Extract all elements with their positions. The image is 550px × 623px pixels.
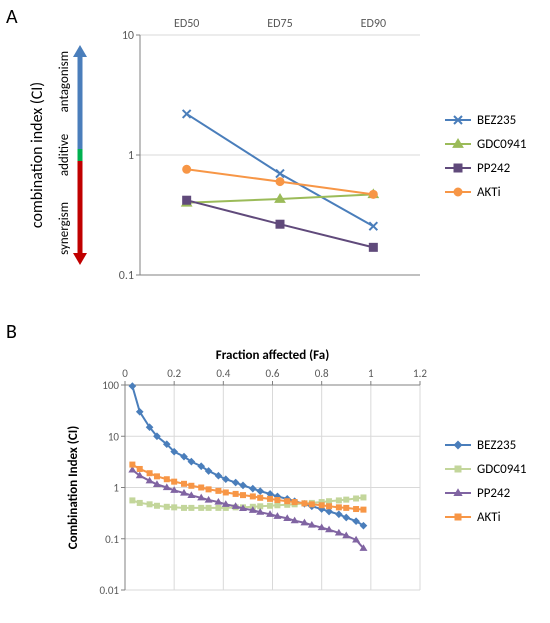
svg-text:0.01: 0.01 [99,584,119,597]
svg-text:100: 100 [102,379,119,392]
svg-text:GDC0941: GDC0941 [477,462,527,477]
svg-text:AKTi: AKTi [477,510,501,525]
svg-text:1: 1 [113,482,119,495]
chart-B: 0.01 0.1 1 10 1000 0.2 0.4 0.6 0.8 1 1.2 Fraction a… [25,335,545,615]
svg-text:combination index (CI): combination index (CI) [28,82,47,228]
svg-text:0.2: 0.2 [167,367,181,380]
panel-label-A: A [6,5,18,29]
svg-text:0.1: 0.1 [119,269,134,283]
svg-text:BEZ235: BEZ235 [477,438,516,453]
svg-text:ED75: ED75 [267,17,292,31]
svg-text:1: 1 [128,149,134,163]
svg-text:0.8: 0.8 [315,367,329,380]
panel-label-B: B [6,320,17,344]
svg-text:ED90: ED90 [361,17,386,31]
svg-text:PP242: PP242 [477,161,511,176]
svg-text:0: 0 [122,367,128,380]
svg-text:AKTi: AKTi [477,185,501,200]
svg-text:0.1: 0.1 [105,533,119,546]
svg-text:1: 1 [368,367,374,380]
svg-text:Combination Index (CI): Combination Index (CI) [66,426,81,550]
svg-text:PP242: PP242 [477,486,511,501]
svg-text:additive: additive [57,134,72,176]
svg-text:10: 10 [108,430,120,443]
svg-text:Fraction affected (Fa): Fraction affected (Fa) [216,348,330,363]
svg-text:0.6: 0.6 [266,367,280,380]
svg-text:BEZ235: BEZ235 [477,113,516,128]
chart-A: 0.1 1 10 ED50 ED75 ED90 BEZ235 GDC0941 PP242 AKTi… [25,10,545,310]
svg-text:10: 10 [122,29,134,43]
series-BEZ235 [187,114,374,226]
svg-text:GDC0941: GDC0941 [477,137,527,152]
svg-text:synergism: synergism [57,202,72,255]
svg-text:0.4: 0.4 [216,367,230,380]
svg-text:1.2: 1.2 [413,367,427,380]
svg-text:antagonism: antagonism [57,51,72,113]
svg-text:ED50: ED50 [174,17,199,31]
